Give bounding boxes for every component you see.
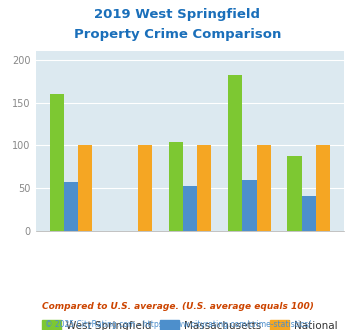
Bar — [197, 145, 211, 231]
Text: Property Crime Comparison: Property Crime Comparison — [74, 28, 281, 41]
Bar — [302, 196, 316, 231]
Text: © 2025 CityRating.com - https://www.cityrating.com/crime-statistics/: © 2025 CityRating.com - https://www.city… — [45, 320, 310, 329]
Bar — [228, 75, 242, 231]
Bar — [138, 145, 152, 231]
Bar — [288, 156, 302, 231]
Bar — [64, 182, 78, 231]
Bar — [78, 145, 92, 231]
Bar — [169, 142, 183, 231]
Bar — [50, 94, 64, 231]
Text: Compared to U.S. average. (U.S. average equals 100): Compared to U.S. average. (U.S. average … — [42, 302, 313, 311]
Legend: West Springfield, Massachusetts, National: West Springfield, Massachusetts, Nationa… — [38, 315, 342, 330]
Bar — [316, 145, 330, 231]
Bar — [242, 180, 257, 231]
Bar — [183, 185, 197, 231]
Text: 2019 West Springfield: 2019 West Springfield — [94, 8, 261, 21]
Bar — [257, 145, 271, 231]
